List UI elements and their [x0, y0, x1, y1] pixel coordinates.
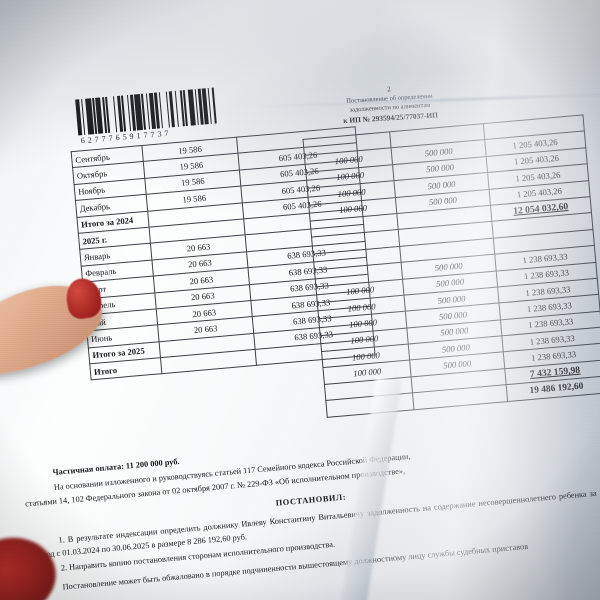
- debt-table-right: 100 000 500 000 1 205 403,26 100 000 500 000…: [302, 114, 600, 418]
- document-body: Частичная оплата: 11 200 000 руб. На осн…: [22, 420, 600, 599]
